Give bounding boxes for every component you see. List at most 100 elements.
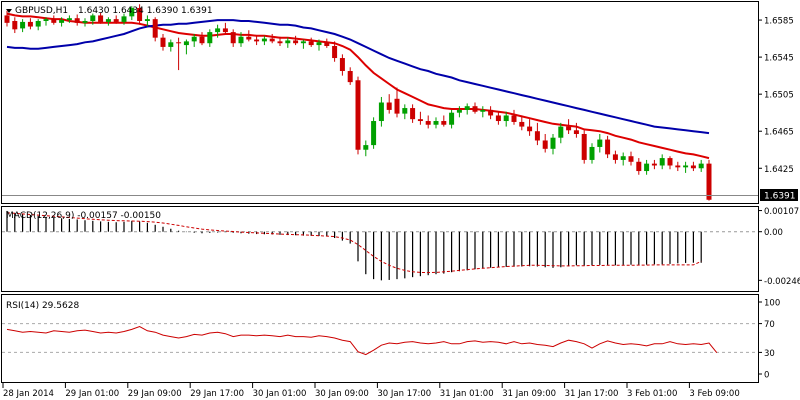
candle [550,133,556,155]
candle [464,103,470,115]
candle [254,35,260,46]
rsi-header: RSI(14) 29.5628 [6,301,79,311]
candle [659,154,665,170]
candle [12,17,18,34]
candle [207,29,213,47]
price-tick-label: 1.6545 [764,54,794,64]
candle-body [82,20,88,23]
candle [74,14,80,26]
candle-body [558,126,564,138]
candle-body [355,80,361,150]
price-tick-label: 1.6585 [764,17,794,27]
candle-body [425,121,431,125]
candle [160,33,166,51]
candle [261,35,267,46]
candle [589,143,595,164]
candle [542,133,548,153]
rsi-tick-label: 100 [764,299,780,309]
candle [285,37,291,48]
candle [168,39,174,52]
candle-body [519,121,525,127]
candle [527,119,533,136]
candle [199,32,205,46]
candle [644,159,650,175]
x-tick-label: 31 Jan 01:00 [440,389,494,399]
candle-body [347,71,353,83]
candle-body [144,19,150,21]
candle-body [698,163,704,169]
candle-body [378,102,384,122]
candle [222,22,228,34]
macd-histogram [6,210,702,281]
candlestick-series [4,4,712,201]
candle-body [4,15,10,23]
candle-body [527,126,533,132]
candle-body [316,42,322,46]
price-panel-frame [1,1,759,204]
candle-body [277,41,283,44]
candle-body [230,32,236,44]
candle-body [573,130,579,134]
candle [20,19,26,33]
macd-tick-label: 0.00107 [764,207,799,217]
x-tick-label: 28 Jan 2014 [3,389,54,399]
candle [410,104,416,123]
candle [488,106,494,120]
candle-body [74,18,80,23]
candle [144,15,150,27]
candle [683,161,689,173]
x-tick-label: 3 Feb 09:00 [689,389,739,399]
candle [339,54,345,76]
price-tick-label: 1.6505 [764,91,794,101]
candle-body [402,108,408,114]
candle-body [464,106,470,110]
x-tick-label: 30 Jan 09:00 [315,389,369,399]
candle [230,29,236,47]
candle-body [308,41,314,46]
candle [636,158,642,175]
x-axis-labels: 28 Jan 2014 29 Jan 01:00 29 Jan 09:00 29 Ja… [2,383,740,399]
candle-body [160,37,166,47]
candle [277,36,283,46]
candle-body [246,36,252,40]
candle [363,140,369,157]
macd-header: MACD(12,26,9) -0.00157 -0.00150 [6,211,161,221]
candle [417,111,423,125]
candle-body [534,131,540,141]
x-tick-label: 30 Jan 01:00 [253,389,307,399]
candle [152,17,158,42]
candle [534,122,540,146]
candle-body [371,121,377,146]
candle-body [605,139,611,155]
candle-body [59,20,65,23]
rsi-panel-frame [1,294,759,383]
candle-body [581,133,587,160]
candle [651,159,657,170]
candle-body [176,42,182,44]
x-tick-label: 31 Jan 09:00 [502,389,556,399]
candle-body [628,156,634,162]
candle-body [66,18,72,21]
candle-body [636,161,642,172]
candle [605,135,611,159]
candle-body [503,115,509,122]
rsi-line [6,325,718,356]
candle [215,24,221,38]
candle-body [90,15,96,21]
candle-body [222,28,228,33]
candle [480,106,486,118]
candle [386,94,392,114]
candle-body [121,16,127,22]
candle-body [659,158,665,166]
candle [690,161,696,172]
candle-body [261,38,267,42]
candle [66,15,72,23]
candle-body [394,98,400,114]
candle [511,109,517,125]
dropdown-arrow-icon[interactable] [6,9,12,13]
candle [628,151,634,166]
candle [597,133,603,153]
x-tick-label: 3 Feb 01:00 [627,389,677,399]
candle-body [183,41,189,46]
candle [183,39,189,55]
